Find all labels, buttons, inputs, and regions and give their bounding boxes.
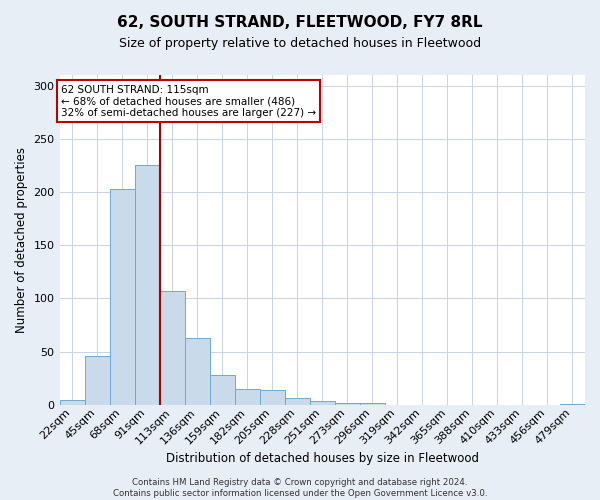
X-axis label: Distribution of detached houses by size in Fleetwood: Distribution of detached houses by size …	[166, 452, 479, 465]
Bar	[110, 189, 134, 404]
Bar	[335, 402, 360, 404]
Bar	[185, 338, 209, 404]
Y-axis label: Number of detached properties: Number of detached properties	[15, 147, 28, 333]
Bar	[360, 402, 385, 404]
Bar	[285, 398, 310, 404]
Bar	[235, 388, 260, 404]
Bar	[160, 291, 185, 405]
Text: 62, SOUTH STRAND, FLEETWOOD, FY7 8RL: 62, SOUTH STRAND, FLEETWOOD, FY7 8RL	[117, 15, 483, 30]
Bar	[209, 375, 235, 404]
Bar	[310, 402, 335, 404]
Text: Contains HM Land Registry data © Crown copyright and database right 2024.
Contai: Contains HM Land Registry data © Crown c…	[113, 478, 487, 498]
Bar	[85, 356, 110, 405]
Bar	[134, 166, 160, 404]
Bar	[59, 400, 85, 404]
Bar	[260, 390, 285, 404]
Text: Size of property relative to detached houses in Fleetwood: Size of property relative to detached ho…	[119, 38, 481, 51]
Text: 62 SOUTH STRAND: 115sqm
← 68% of detached houses are smaller (486)
32% of semi-d: 62 SOUTH STRAND: 115sqm ← 68% of detache…	[61, 84, 316, 118]
